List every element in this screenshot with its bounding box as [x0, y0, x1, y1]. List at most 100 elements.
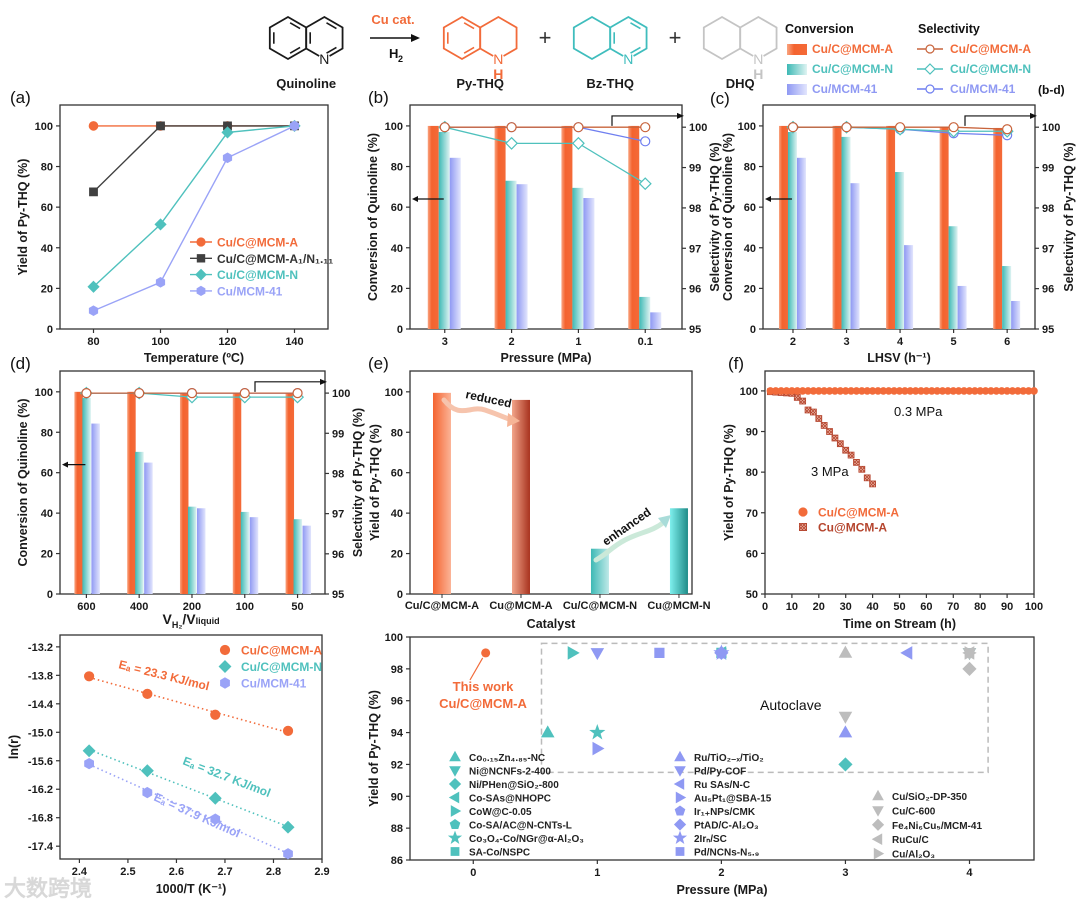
- x-tick-label: 120: [218, 336, 236, 348]
- x-tick-label: 40: [866, 601, 878, 613]
- y-tick-label: 60: [41, 202, 53, 214]
- legend-label: PtAD/C-Al₂O₃: [694, 821, 759, 832]
- annotation-0.3mpa: 0.3 MPa: [894, 404, 943, 419]
- panel-label: (e): [368, 354, 389, 373]
- y-tick-label: 60: [391, 202, 403, 214]
- y-tick-label: 100: [740, 386, 758, 398]
- conversion-bar: [993, 127, 1003, 329]
- y-tick-label: 88: [391, 823, 403, 835]
- y2-tick-label: 97: [332, 509, 344, 521]
- y-tick-label: 20: [391, 549, 403, 561]
- legend-label: Cu/Al₂O₃: [892, 850, 935, 861]
- x-tick-label: 3: [843, 336, 849, 348]
- panel-label: (c): [710, 89, 730, 108]
- x-tick-label: 600: [77, 601, 95, 613]
- x-axis-title: Pressure (MPa): [500, 351, 591, 365]
- selectivity-point: [841, 122, 852, 133]
- y-tick-label: 80: [744, 162, 756, 174]
- y-tick-label: -15.0: [28, 727, 53, 739]
- x-tick-label: 60: [920, 601, 932, 613]
- double-bond: [463, 46, 475, 54]
- x-axis-title: 1000/T (K⁻¹): [156, 882, 227, 896]
- y-tick-label: 96: [391, 696, 403, 708]
- right-axis-arrow: [254, 381, 321, 392]
- conversion-bar: [240, 511, 250, 594]
- y2-tick-label: 99: [1042, 163, 1054, 175]
- y-tick-label: 0: [397, 324, 403, 336]
- y-tick-label: -13.2: [28, 642, 53, 654]
- legend-marker: [449, 766, 461, 777]
- nitrogen-atom: N: [753, 51, 763, 67]
- data-point: [838, 757, 853, 772]
- x-tick-label: Cu@MCM-A: [489, 600, 552, 612]
- legend-label: Ni/PHen@SiO₂-800: [469, 780, 559, 791]
- selectivity-point: [505, 136, 519, 150]
- arrowhead: [677, 112, 684, 119]
- y-tick-label: 86: [391, 855, 403, 867]
- x-tick-label: 0: [762, 601, 768, 613]
- y-tick-label: 80: [391, 427, 403, 439]
- series-line: [93, 125, 295, 288]
- legend-label: CoW@C-0.05: [469, 807, 532, 818]
- selectivity-point: [573, 122, 584, 133]
- right-axis-arrow: [611, 115, 678, 126]
- legend-label: Pd/Py-COF: [694, 767, 746, 778]
- x-tick-label: 2.4: [72, 866, 88, 878]
- enhanced-arrow: [593, 519, 667, 563]
- y-axis-title: Conversion of Quinoline (%): [16, 398, 30, 566]
- double-bond: [326, 22, 337, 30]
- panel-a: (a) 80 100 120 140 0 20 40 60 80 100 Temperature (º…: [10, 88, 333, 365]
- double-bond: [630, 22, 641, 30]
- x-tick-label: Cu/C@MCM-N: [563, 600, 637, 612]
- y-axis-title: Conversion of Quinoline (%): [721, 133, 735, 301]
- data-point: [281, 820, 295, 834]
- y-tick-label: 98: [391, 664, 403, 676]
- data-point: [221, 126, 234, 139]
- series-line: [93, 125, 295, 193]
- this-work-pointer: [469, 657, 484, 681]
- y-tick-label: 0: [47, 324, 53, 336]
- conversion-bar: [639, 296, 651, 329]
- x-tick-label: 400: [130, 601, 148, 613]
- legend-label: Cu/C@MCM-A₁/N₁.₁₁: [217, 252, 333, 266]
- legend-label: Cu/MCM-41: [950, 82, 1016, 96]
- legend-title-selectivity: Selectivity: [918, 22, 980, 36]
- x-tick-label: 2.5: [120, 866, 135, 878]
- selectivity-point: [292, 387, 303, 399]
- arrowhead: [658, 515, 671, 528]
- legend-label: Cu/MCM-41: [217, 284, 283, 298]
- data-point: [592, 741, 605, 756]
- y-tick-label: 60: [744, 202, 756, 214]
- x-tick-label: 80: [974, 601, 986, 613]
- data-point: [838, 645, 853, 658]
- molecule-dhq: NH: [702, 15, 778, 82]
- data-point: [810, 408, 817, 416]
- selectivity-point: [239, 387, 250, 399]
- legend-marker: [925, 84, 935, 94]
- y-tick-label: 80: [746, 467, 758, 479]
- data-point: [156, 121, 165, 131]
- plot-frame: [409, 370, 693, 595]
- y-axis-title: Yield of Py-THQ (%): [722, 424, 736, 541]
- conversion-bar: [232, 392, 242, 594]
- x-tick-label: 3: [842, 867, 848, 879]
- y-tick-label: 40: [391, 243, 403, 255]
- this-work-label: This work: [453, 679, 514, 694]
- data-point: [869, 480, 876, 488]
- legend-label: Ni@NCNFs-2-400: [469, 767, 551, 778]
- atom-mask: [492, 53, 505, 65]
- atom-mask: [318, 53, 331, 65]
- data-point: [820, 422, 828, 429]
- y-tick-label: 100: [385, 121, 403, 133]
- conversion-bar: [796, 157, 806, 329]
- data-point: [155, 277, 166, 288]
- data-point: [858, 465, 866, 473]
- y2-tick-label: 100: [332, 388, 350, 400]
- yield-bar: [511, 399, 530, 594]
- legend-label: Cu/C@MCM-N: [950, 62, 1031, 76]
- conversion-bar: [904, 245, 914, 329]
- conversion-bar: [1002, 266, 1012, 329]
- y2-axis-title: Selectivity of Py-THQ (%): [351, 408, 365, 557]
- x-axis-title: LHSV (h⁻¹): [867, 351, 931, 365]
- x-tick-label: 6: [1004, 336, 1010, 348]
